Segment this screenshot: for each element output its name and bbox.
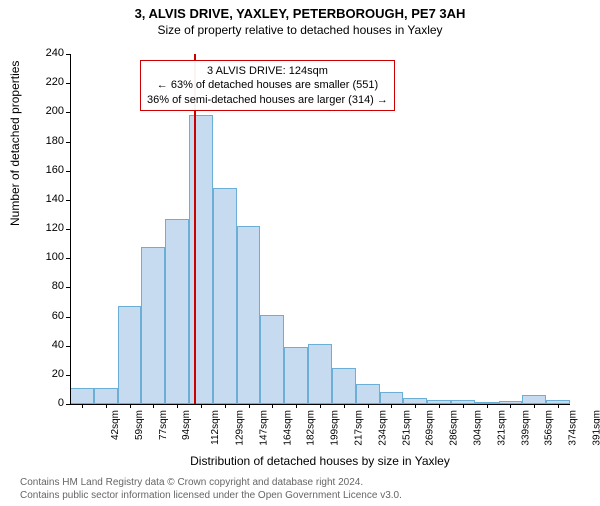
y-tick-label: 20 — [34, 368, 64, 380]
x-tick-label: 59sqm — [134, 410, 145, 440]
x-tick-label: 182sqm — [306, 410, 317, 446]
x-tick-label: 374sqm — [568, 410, 579, 446]
histogram-bar — [522, 395, 546, 404]
y-tick-label: 60 — [34, 310, 64, 322]
x-tick-label: 199sqm — [330, 410, 341, 446]
y-axis-line — [70, 54, 71, 404]
x-tick-label: 251sqm — [401, 410, 412, 446]
y-tick-label: 0 — [34, 397, 64, 409]
y-tick-label: 120 — [34, 222, 64, 234]
chart-subtitle: Size of property relative to detached ho… — [0, 23, 600, 37]
y-tick-label: 100 — [34, 251, 64, 263]
x-tick-label: 112sqm — [210, 410, 221, 445]
x-tick-label: 304sqm — [473, 410, 484, 446]
histogram-bar — [213, 188, 237, 404]
chart-title: 3, ALVIS DRIVE, YAXLEY, PETERBOROUGH, PE… — [0, 6, 600, 21]
annotation-line3: 36% of semi-detached houses are larger (… — [147, 93, 388, 107]
y-tick-label: 240 — [34, 47, 64, 59]
histogram-bar — [284, 347, 308, 404]
histogram-bar — [356, 384, 380, 404]
histogram-bar — [237, 226, 261, 404]
x-tick-label: 321sqm — [496, 410, 507, 446]
histogram-bar — [260, 315, 284, 404]
x-tick-label: 356sqm — [544, 410, 555, 446]
y-axis-label: Number of detached properties — [8, 61, 22, 226]
footer-line1: Contains HM Land Registry data © Crown c… — [20, 476, 402, 489]
y-tick-label: 40 — [34, 339, 64, 351]
histogram-bar — [380, 392, 404, 404]
histogram-bar — [141, 247, 165, 405]
histogram-bar — [94, 388, 118, 404]
histogram-bar — [308, 344, 332, 404]
histogram-bar — [70, 388, 94, 404]
annotation-line2: ← 63% of detached houses are smaller (55… — [147, 78, 388, 92]
histogram-bar — [165, 219, 189, 404]
x-tick-label: 129sqm — [235, 410, 246, 446]
y-tick-label: 140 — [34, 193, 64, 205]
x-tick-label: 391sqm — [592, 410, 600, 446]
chart-plot-area: 3 ALVIS DRIVE: 124sqm← 63% of detached h… — [70, 54, 570, 404]
y-tick-label: 220 — [34, 76, 64, 88]
histogram-bar — [118, 306, 142, 404]
footer-line2: Contains public sector information licen… — [20, 489, 402, 502]
x-axis-line — [70, 404, 570, 405]
x-axis-label: Distribution of detached houses by size … — [70, 454, 570, 468]
x-tick-label: 234sqm — [377, 410, 388, 446]
x-tick-label: 77sqm — [158, 410, 169, 440]
x-tick-label: 164sqm — [282, 410, 293, 446]
x-tick-label: 94sqm — [181, 410, 192, 440]
x-tick-label: 269sqm — [425, 410, 436, 446]
annotation-line1: 3 ALVIS DRIVE: 124sqm — [147, 64, 388, 78]
x-tick-label: 339sqm — [520, 410, 531, 446]
y-tick-label: 160 — [34, 164, 64, 176]
x-tick-label: 42sqm — [110, 410, 121, 440]
x-tick-label: 147sqm — [258, 410, 269, 446]
histogram-bar — [189, 115, 213, 404]
footer-attribution: Contains HM Land Registry data © Crown c… — [20, 476, 402, 502]
histogram-bar — [332, 368, 356, 404]
x-tick-label: 286sqm — [449, 410, 460, 446]
y-tick-label: 200 — [34, 105, 64, 117]
y-tick-label: 80 — [34, 280, 64, 292]
y-tick-label: 180 — [34, 135, 64, 147]
annotation-box: 3 ALVIS DRIVE: 124sqm← 63% of detached h… — [140, 60, 395, 111]
x-tick-label: 217sqm — [354, 410, 365, 446]
